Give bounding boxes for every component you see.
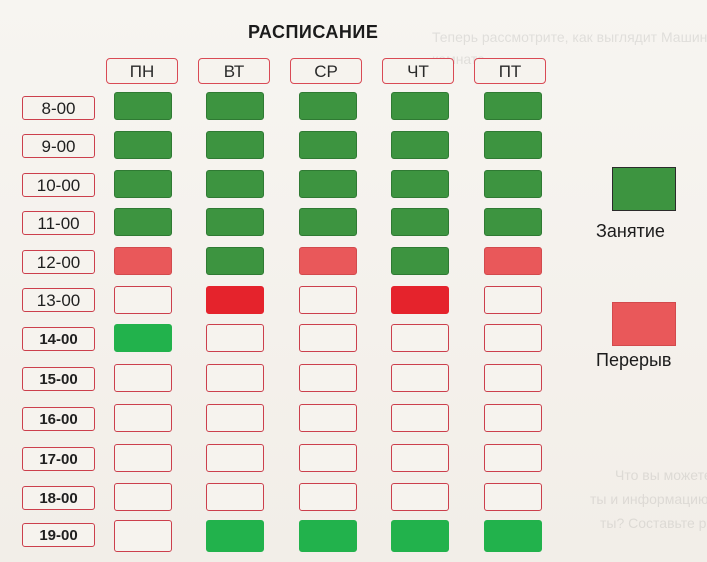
day-header-wed: СР [290,58,362,84]
schedule-cell [391,131,449,159]
schedule-cell [299,404,357,432]
schedule-cell [484,247,542,275]
time-label-14: 14-00 [22,327,95,351]
legend-break-label: Перерыв [596,350,671,371]
time-label-16: 16-00 [22,407,95,431]
background-text-line: Что вы можете сказать о Маше, сравнив да… [615,466,707,484]
day-header-fri: ПТ [474,58,546,84]
schedule-cell [114,324,172,352]
schedule-cell [484,404,542,432]
time-label-18: 18-00 [22,486,95,510]
schedule-cell [206,286,264,314]
day-header-tue: ВТ [198,58,270,84]
schedule-cell [391,324,449,352]
time-label-13: 13-00 [22,288,95,312]
schedule-cell [206,364,264,392]
schedule-title: РАСПИСАНИЕ [248,22,378,43]
schedule-cell [206,520,264,552]
background-text-line: ты? Составьте рассказ о Маше. [600,514,707,532]
schedule-cell [484,324,542,352]
time-label-8: 8-00 [22,96,95,120]
schedule-cell [391,92,449,120]
day-header-thu: ЧТ [382,58,454,84]
schedule-cell [484,520,542,552]
schedule-cell [391,247,449,275]
schedule-cell [206,324,264,352]
schedule-cell [299,170,357,198]
legend-lesson-label: Занятие [596,221,665,242]
schedule-cell [391,170,449,198]
schedule-cell [484,208,542,236]
time-label-12: 12-00 [22,250,95,274]
schedule-cell [114,404,172,432]
schedule-cell [114,131,172,159]
schedule-cell [391,483,449,511]
schedule-cell [484,483,542,511]
schedule-cell [114,208,172,236]
schedule-cell [114,170,172,198]
schedule-cell [484,131,542,159]
schedule-cell [391,208,449,236]
schedule-cell [299,520,357,552]
schedule-cell [299,286,357,314]
background-text-line: ты и информацию, полученную при просмотр… [590,490,707,508]
schedule-cell [206,208,264,236]
schedule-cell [114,483,172,511]
schedule-cell [484,444,542,472]
schedule-cell [299,324,357,352]
schedule-cell [114,364,172,392]
schedule-cell [206,404,264,432]
time-label-19: 19-00 [22,523,95,547]
schedule-cell [114,92,172,120]
time-label-17: 17-00 [22,447,95,471]
background-text-line: Теперь рассмотрите, как выглядит Машина [432,28,707,46]
schedule-cell [391,404,449,432]
schedule-cell [391,286,449,314]
time-label-11: 11-00 [22,211,95,235]
schedule-cell [206,92,264,120]
time-label-10: 10-00 [22,173,95,197]
legend-lesson-swatch [612,167,676,211]
schedule-cell [484,364,542,392]
schedule-cell [299,247,357,275]
schedule-cell [299,444,357,472]
schedule-cell [299,131,357,159]
time-label-15: 15-00 [22,367,95,391]
schedule-cell [299,208,357,236]
time-label-9: 9-00 [22,134,95,158]
schedule-cell [206,247,264,275]
legend-break-swatch [612,302,676,346]
schedule-cell [206,444,264,472]
schedule-cell [206,483,264,511]
schedule-cell [299,483,357,511]
schedule-cell [206,170,264,198]
schedule-cell [391,444,449,472]
schedule-cell [391,520,449,552]
schedule-cell [391,364,449,392]
schedule-cell [484,170,542,198]
day-header-mon: ПН [106,58,178,84]
schedule-cell [114,247,172,275]
schedule-cell [484,286,542,314]
schedule-cell [114,444,172,472]
schedule-cell [299,364,357,392]
schedule-cell [299,92,357,120]
schedule-cell [114,520,172,552]
schedule-cell [206,131,264,159]
schedule-cell [484,92,542,120]
schedule-cell [114,286,172,314]
